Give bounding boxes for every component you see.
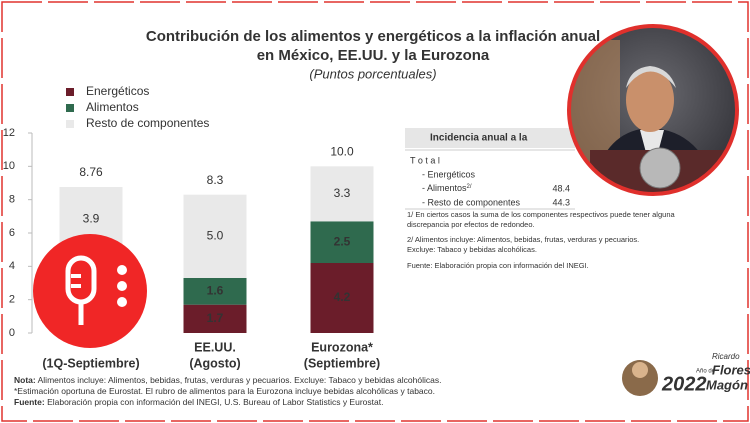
table-cell: - Alimentos2/ [422, 183, 472, 193]
table-cell: - Energéticos [422, 169, 476, 179]
table-header: Incidencia anual a la [430, 133, 528, 144]
mic-bg [33, 234, 147, 348]
y-tick-label: 12 [3, 127, 15, 139]
x-tick-label: EE.UU. [194, 340, 236, 354]
legend-label: Resto de componentes [86, 116, 209, 130]
bar-segment [183, 304, 247, 333]
x-tick-label: Eurozona* [311, 340, 373, 354]
total-label: 8.3 [207, 173, 224, 187]
photo-hair [626, 66, 676, 88]
logo: 2022 Ricardo Año de Flores Magón [622, 352, 750, 396]
y-tick-label: 0 [9, 327, 15, 339]
logo-text: Magón [706, 377, 748, 392]
speaker-photo [567, 24, 739, 196]
legend-label: Alimentos [86, 100, 139, 114]
logo-text: Año de [696, 369, 716, 375]
y-tick-label: 8 [9, 194, 15, 206]
data-label: 4.2 [334, 290, 351, 304]
footnote: 1/ En ciertos casos la suma de los compo… [407, 210, 675, 219]
table-cell: T o t a l [410, 155, 440, 165]
mic-icon [33, 234, 147, 348]
table-cell: 48.4 [552, 183, 570, 193]
data-label: 1.7 [207, 311, 224, 325]
y-tick-label: 2 [9, 294, 15, 306]
legend-swatch [66, 88, 74, 96]
y-tick-label: 6 [9, 227, 15, 239]
mic-dot [117, 281, 127, 291]
note: *Estimación oportuna de Eurostat. El rub… [14, 386, 435, 396]
photo-seal [639, 147, 681, 189]
bar-segment [310, 221, 374, 263]
note: Nota: Alimentos incluye: Alimentos, bebi… [14, 375, 441, 385]
total-label: 8.76 [79, 165, 103, 179]
x-tick-label: (1Q-Septiembre) [42, 356, 139, 370]
mic-dot [117, 297, 127, 307]
total-label: 10.0 [330, 145, 354, 159]
footnote: Excluye: Tabaco y bebidas alcohólicas. [407, 245, 537, 254]
photo-border [567, 24, 739, 196]
data-label: 1.6 [207, 284, 224, 298]
data-label: 3.9 [83, 212, 100, 226]
logo-year: 2022 [661, 373, 707, 395]
legend-swatch [66, 120, 74, 128]
note: Fuente: Elaboración propia con informaci… [14, 397, 383, 407]
table-cell: 44.3 [552, 197, 570, 207]
data-label: 5.0 [207, 229, 224, 243]
footnote: discrepancia por efectos de redondeo. [407, 220, 535, 229]
bar-segment [310, 166, 374, 222]
footnote: 2/ Alimentos incluye: Alimentos, bebidas… [407, 235, 639, 244]
notes: Nota: Alimentos incluye: Alimentos, bebi… [14, 375, 441, 407]
footnote: Fuente: Elaboración propia con informaci… [407, 261, 589, 270]
table-header-bg [405, 128, 575, 148]
table-cell: - Resto de componentes [422, 197, 521, 207]
bar-segment [183, 194, 247, 278]
bar-segment [183, 278, 247, 305]
x-tick-label: (Septiembre) [304, 356, 380, 370]
chart-title: Contribución de los alimentos y energéti… [146, 28, 600, 45]
legend-swatch [66, 104, 74, 112]
side-table: Incidencia anual a la T o t a l - Energé… [405, 128, 675, 270]
bar-segment [310, 263, 374, 333]
chart-subtitle: (Puntos porcentuales) [309, 66, 436, 81]
mic-dot [117, 265, 127, 275]
chart-title: en México, EE.UU. y la Eurozona [257, 47, 490, 64]
logo-text: Ricardo [712, 352, 740, 361]
x-tick-label: (Agosto) [189, 356, 240, 370]
photo-face [626, 68, 674, 132]
logo-text: Flores [712, 362, 750, 377]
legend-label: Energéticos [86, 84, 149, 98]
data-label: 2.5 [334, 234, 351, 248]
data-label: 3.3 [334, 186, 351, 200]
y-tick-label: 4 [9, 260, 15, 272]
y-tick-label: 10 [3, 160, 15, 172]
logo-portrait [632, 362, 648, 378]
